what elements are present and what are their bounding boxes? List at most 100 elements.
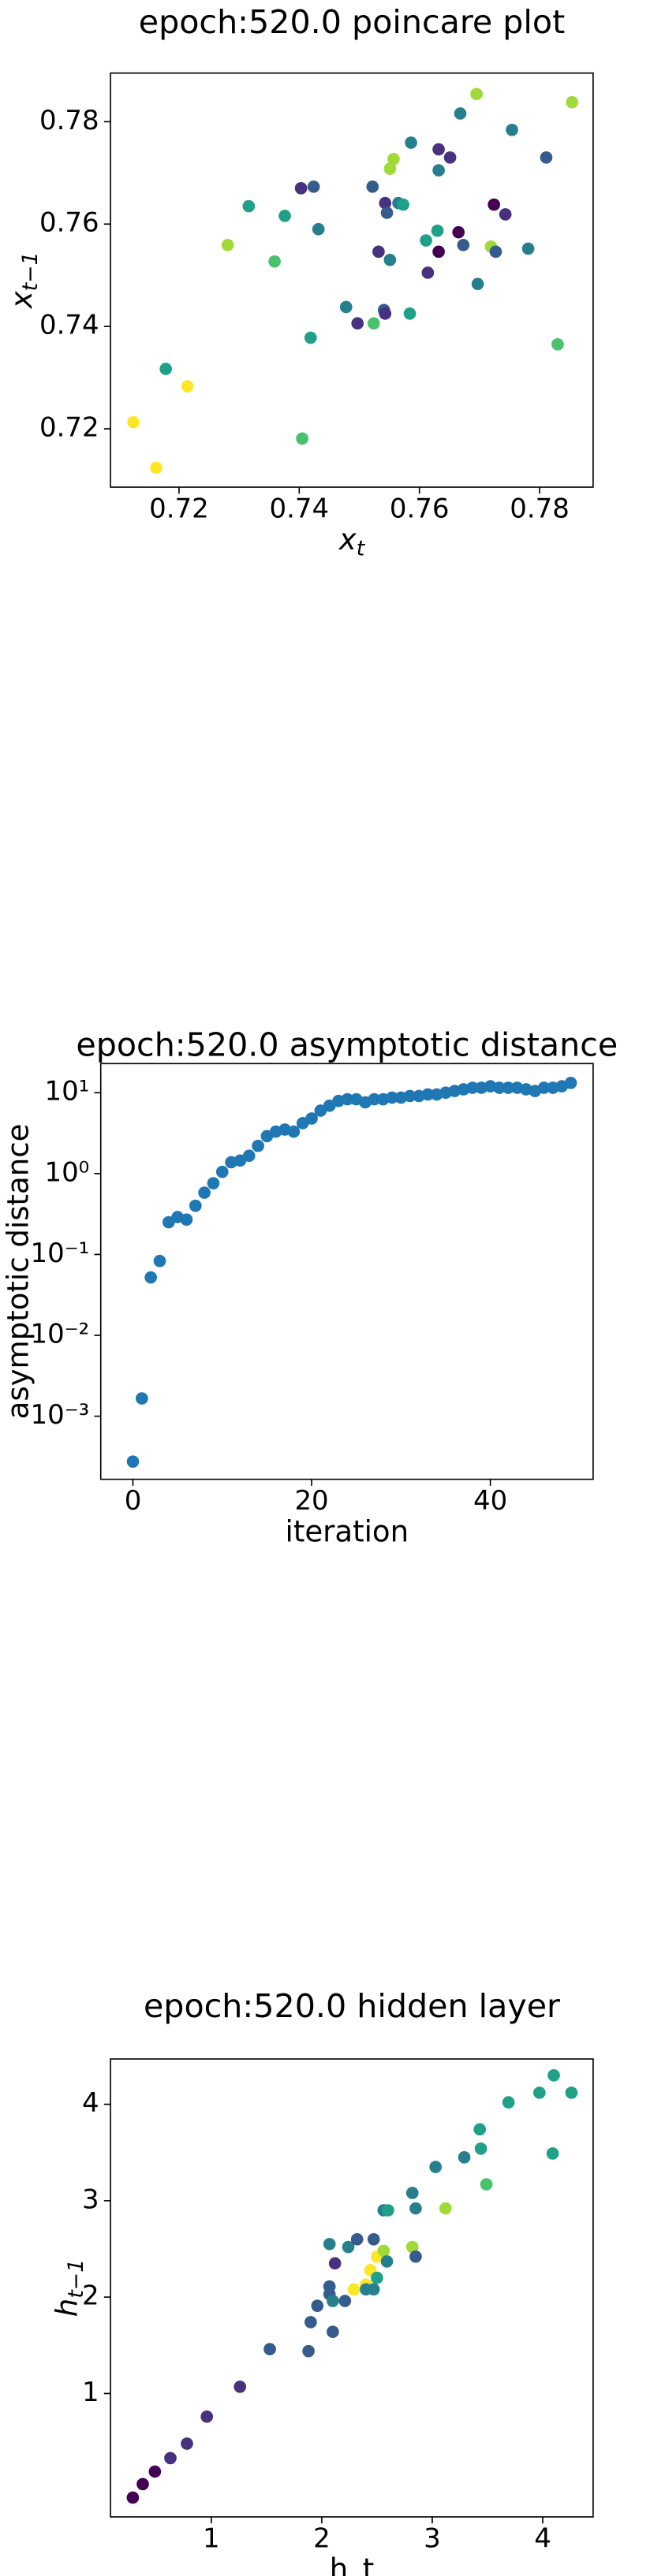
point: [383, 162, 397, 175]
point: [489, 245, 502, 259]
point: [371, 2271, 383, 2284]
point: [127, 415, 140, 429]
point: [387, 152, 400, 166]
point: [189, 1199, 202, 1212]
point: [499, 208, 512, 221]
point: [454, 107, 467, 120]
point: [200, 2410, 214, 2423]
point: [405, 2187, 419, 2199]
point: [470, 87, 483, 101]
point: [474, 2142, 488, 2155]
point: [311, 2299, 324, 2313]
point: [452, 225, 465, 239]
y-axis-label: xt−1: [4, 251, 42, 309]
point: [566, 95, 579, 109]
point: [347, 2283, 360, 2296]
plot-frame: [110, 72, 594, 488]
point: [164, 2451, 177, 2465]
point: [305, 1112, 318, 1125]
point: [502, 2096, 515, 2109]
point: [307, 181, 320, 193]
y-tick-label: 0.74: [39, 310, 99, 341]
y-axis-label: asymptotic distance: [1, 1124, 35, 1420]
point: [405, 2240, 419, 2254]
point: [350, 2232, 364, 2246]
point: [386, 1091, 398, 1104]
point: [379, 196, 392, 210]
point: [207, 1177, 220, 1189]
point: [431, 224, 444, 237]
y-tick-label: 0.76: [39, 207, 99, 239]
point: [466, 1081, 479, 1094]
y-tick-label: 10¹: [44, 1076, 89, 1107]
point: [304, 331, 317, 344]
point: [502, 1081, 515, 1094]
label-text: h: [50, 2299, 84, 2317]
point: [327, 2295, 339, 2307]
point: [339, 300, 353, 314]
point: [547, 2069, 560, 2082]
point: [532, 2086, 546, 2099]
point: [443, 151, 457, 164]
point: [540, 151, 553, 164]
label-text: iteration: [286, 1514, 409, 1548]
point: [328, 2257, 342, 2270]
x-axis-label: iteration: [286, 1514, 409, 1548]
point: [377, 2244, 390, 2258]
y-tick-label: 1: [82, 2377, 99, 2408]
point: [421, 1088, 435, 1101]
point: [551, 338, 564, 351]
x-tick-label: 3: [424, 2522, 441, 2554]
point: [380, 207, 394, 219]
plot-frame: [110, 2058, 594, 2518]
point: [242, 199, 256, 213]
point: [323, 2280, 336, 2293]
point: [380, 2255, 394, 2268]
y-tick-label: 3: [82, 2183, 99, 2215]
point: [304, 2316, 317, 2328]
point: [287, 1125, 301, 1138]
x-tick-label: 0.74: [270, 493, 330, 524]
point: [521, 242, 535, 255]
x-tick-label: 20: [294, 1485, 328, 1517]
point: [341, 1093, 354, 1106]
point: [148, 2465, 162, 2478]
x-axis-label: xt: [338, 522, 366, 560]
point: [565, 2086, 578, 2099]
y-tick-label: 10⁰: [44, 1156, 89, 1188]
y-tick-label: 10⁻²: [31, 1319, 90, 1350]
point: [367, 2232, 380, 2246]
label-subscript: t−1: [18, 251, 43, 291]
chart-title: epoch:520.0 poincare plot: [139, 3, 566, 41]
point: [136, 1392, 148, 1405]
y-tick-label: 10⁻¹: [31, 1238, 90, 1269]
point: [351, 317, 364, 330]
point: [268, 255, 281, 268]
point: [252, 1139, 264, 1152]
label-subscript: t: [357, 536, 366, 560]
x-tick-label: 0.72: [149, 493, 209, 524]
point: [150, 461, 162, 475]
point: [198, 1186, 211, 1199]
point: [506, 123, 518, 136]
point: [432, 245, 445, 259]
y-tick-label: 0.72: [39, 411, 99, 443]
point: [366, 181, 379, 193]
point: [126, 2491, 140, 2504]
label-subscript: t−1: [63, 2259, 88, 2299]
y-tick-label: 0.78: [39, 105, 99, 136]
x-axis-label: h_t: [330, 2552, 375, 2576]
x-tick-label: 1: [203, 2522, 220, 2554]
point: [368, 1093, 381, 1106]
point: [457, 239, 470, 251]
chart-title: epoch:520.0 asymptotic distance: [76, 1026, 618, 1064]
point: [153, 1254, 166, 1268]
x-tick-label: 0.78: [510, 493, 570, 524]
x-tick-label: 4: [534, 2522, 551, 2554]
point: [342, 2240, 355, 2254]
label-text: h_t: [330, 2552, 375, 2576]
point: [215, 1165, 229, 1178]
point: [397, 198, 409, 211]
